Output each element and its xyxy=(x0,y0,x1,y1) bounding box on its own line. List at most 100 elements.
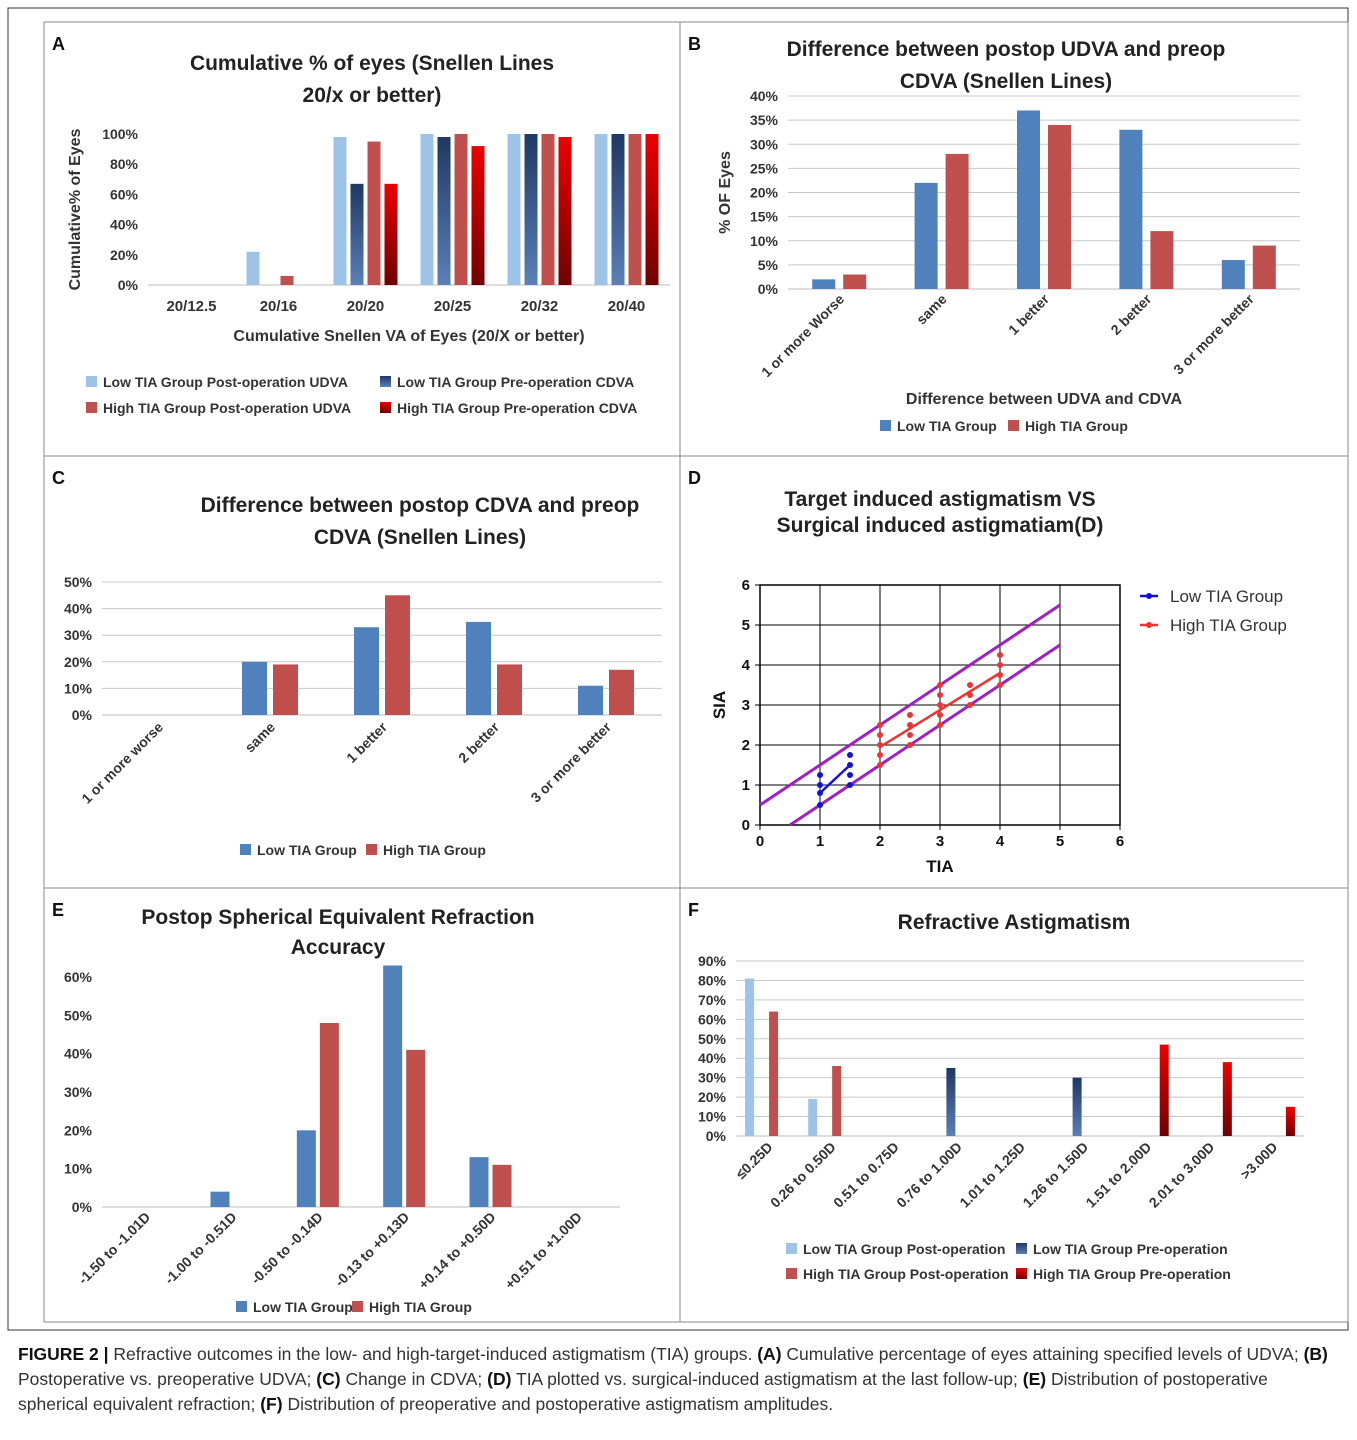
caption-part: Change in CDVA; xyxy=(340,1369,488,1389)
y-axis-label: SIA xyxy=(710,691,729,719)
bar xyxy=(1285,1106,1295,1136)
y-tick-label: 20% xyxy=(750,185,779,201)
legend-swatch xyxy=(1016,1268,1027,1279)
caption-part: Distribution of preoperative and postope… xyxy=(282,1394,834,1414)
x-tick-label: 5 xyxy=(1056,833,1064,850)
y-tick-label: 10% xyxy=(64,1161,93,1177)
data-point xyxy=(847,772,853,778)
caption-part: (B) xyxy=(1303,1344,1328,1364)
legend-label: High TIA Group xyxy=(369,1299,472,1315)
band-line xyxy=(789,643,1061,827)
caption-part: Cumulative percentage of eyes attaining … xyxy=(781,1344,1304,1364)
panel-label: E xyxy=(52,900,64,920)
bar xyxy=(469,1157,489,1207)
y-tick-label: 35% xyxy=(750,112,779,128)
y-tick-label: 30% xyxy=(698,1070,727,1086)
legend-swatch xyxy=(786,1243,797,1254)
legend-label: Low TIA Group Post-operation xyxy=(803,1241,1005,1257)
chart-title: CDVA (Snellen Lines) xyxy=(314,526,526,549)
chart-title: Postop Spherical Equivalent Refraction xyxy=(141,906,534,929)
fit-line xyxy=(879,671,1001,749)
bar xyxy=(242,661,267,715)
bar xyxy=(578,685,603,715)
bar xyxy=(609,669,634,715)
y-tick-label: 25% xyxy=(750,160,779,176)
chart-title: Accuracy xyxy=(291,936,386,959)
y-tick-label: 50% xyxy=(698,1031,727,1047)
x-tick-label: 20/32 xyxy=(521,298,559,315)
panel-label: D xyxy=(688,468,701,488)
caption-part: (C) xyxy=(316,1369,341,1389)
chart-title: Difference between postop UDVA and preop xyxy=(787,38,1226,61)
y-tick-label: 60% xyxy=(110,186,139,202)
x-tick-label: 20/40 xyxy=(608,298,646,315)
band-line xyxy=(759,603,1061,807)
bar xyxy=(628,134,642,285)
x-tick-label: 20/25 xyxy=(434,298,472,315)
bar xyxy=(296,1130,316,1207)
data-point xyxy=(997,682,1003,688)
caption-body: Refractive outcomes in the low- and high… xyxy=(18,1344,1328,1414)
y-tick-label: 15% xyxy=(750,209,779,225)
data-point xyxy=(877,762,883,768)
data-point xyxy=(907,732,913,738)
caption-part: Postoperative vs. preoperative UDVA; xyxy=(18,1369,317,1389)
bar xyxy=(1221,260,1245,289)
y-tick-label: 10% xyxy=(64,680,93,696)
legend-swatch xyxy=(380,376,391,387)
y-tick-label: 1 xyxy=(742,777,750,794)
panel-frame xyxy=(679,887,1349,1323)
data-point xyxy=(877,722,883,728)
bar xyxy=(385,595,410,715)
bar xyxy=(558,137,572,285)
y-tick-label: 100% xyxy=(102,126,138,142)
bar xyxy=(645,134,659,285)
x-tick-label: 20/16 xyxy=(260,298,298,315)
bar xyxy=(769,1011,779,1136)
legend-label: High TIA Group Post-operation UDVA xyxy=(103,400,351,416)
chart-title: 20/x or better) xyxy=(303,84,442,107)
data-point xyxy=(997,672,1003,678)
data-point xyxy=(907,712,913,718)
legend-marker xyxy=(1146,593,1152,599)
y-tick-label: 40% xyxy=(110,217,139,233)
data-point xyxy=(817,782,823,788)
legend-label: High TIA Group xyxy=(1170,616,1287,635)
bar xyxy=(843,274,867,289)
chart-title: Refractive Astigmatism xyxy=(898,911,1131,934)
data-point xyxy=(967,682,973,688)
x-tick-label: 20/12.5 xyxy=(166,298,216,315)
y-tick-label: 0% xyxy=(72,1199,93,1215)
fit-line xyxy=(819,764,851,794)
legend-swatch xyxy=(880,420,891,431)
y-axis-label: Cumulative% of Eyes xyxy=(67,128,84,290)
bar xyxy=(594,134,608,285)
data-point xyxy=(847,782,853,788)
legend-label: Low TIA Group Pre-operation CDVA xyxy=(397,374,634,390)
panel-label: C xyxy=(52,468,65,488)
data-point xyxy=(817,790,823,796)
y-tick-label: 5% xyxy=(758,257,779,273)
y-tick-label: 80% xyxy=(698,972,727,988)
y-tick-label: 50% xyxy=(64,1007,93,1023)
bar xyxy=(611,134,625,285)
bar xyxy=(946,1067,956,1136)
bar xyxy=(333,137,347,285)
y-tick-label: 30% xyxy=(750,136,779,152)
bar xyxy=(497,664,522,715)
bar xyxy=(1159,1044,1169,1136)
bar xyxy=(1072,1077,1082,1136)
y-tick-label: 10% xyxy=(750,233,779,249)
legend-label: High TIA Group Post-operation xyxy=(803,1266,1009,1282)
legend-swatch xyxy=(366,844,377,855)
bar xyxy=(471,146,485,285)
caption-label: FIGURE 2 | xyxy=(18,1344,109,1364)
legend-label: Low TIA Group xyxy=(1170,587,1283,606)
data-point xyxy=(847,762,853,768)
bar xyxy=(406,1049,426,1207)
data-point xyxy=(877,732,883,738)
chart-title: Difference between postop CDVA and preop xyxy=(201,494,640,517)
y-tick-label: 5 xyxy=(742,617,750,634)
bar xyxy=(492,1164,512,1207)
